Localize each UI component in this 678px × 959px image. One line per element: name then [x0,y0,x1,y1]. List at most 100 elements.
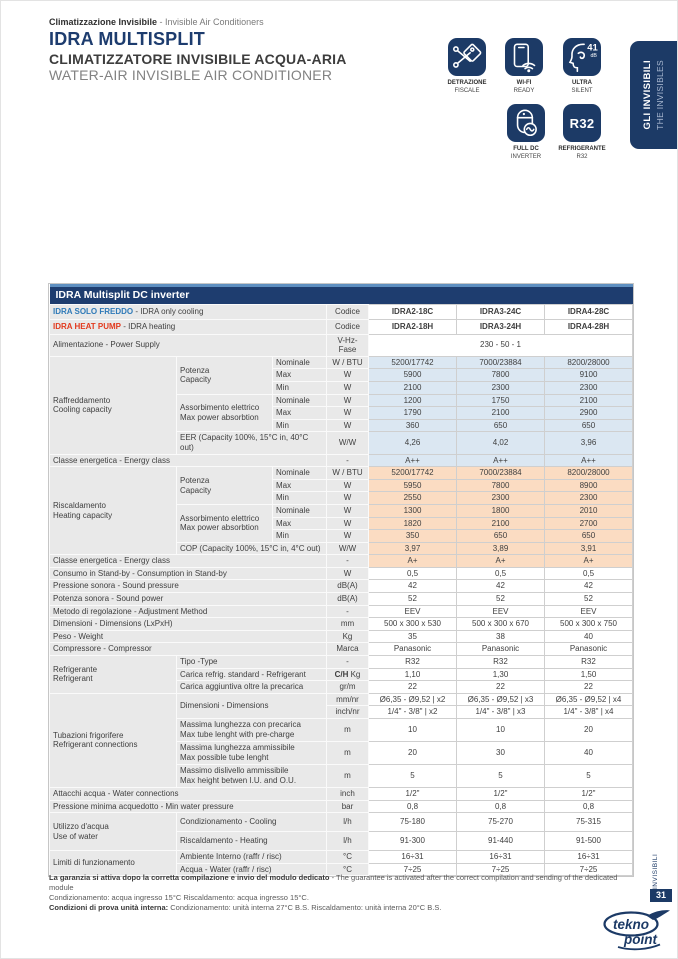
table-cell: 4,02 [456,431,545,455]
table-cell: 360 [368,418,457,433]
full-dc-inverter-icon [516,109,537,137]
badge-label-line1: FULL DC [513,146,539,152]
table-cell: Limiti di funzionamento [49,850,177,877]
table-cell: 16÷31 [368,850,457,864]
table-cell: 0,5 [456,566,545,581]
table-title: IDRA Multisplit DC inverter [49,284,633,305]
table-cell: 1800 [456,503,545,518]
table-cell: 9100 [544,368,633,382]
table-cell: 2100 [368,380,457,395]
table-cell: Min [272,418,327,433]
table-cell: W [326,380,369,395]
table-cell: 650 [544,418,633,433]
wifi-ready-badge [505,38,543,76]
table-row: Assorbimento elettrico Max power absorbti… [50,503,633,543]
table-cell: 3,91 [544,541,633,556]
page-title: IDRA MULTISPLIT [49,29,205,49]
table-cell: W [326,491,369,505]
table-cell: 2100 [456,406,545,420]
table-cell: 2550 [368,491,457,505]
table-cell: 1/4" - 3/8" | x3 [456,705,545,719]
table-cell: 40 [544,629,633,644]
table-cell: 2300 [544,380,633,395]
badge-label-line2: FISCALE [454,88,480,95]
table-row: Dimensioni - Dimensions (LxPxH) mm 500 x 3… [49,617,633,631]
table-cell: 7800 [456,368,545,382]
table-cell: W / BTU [326,466,369,480]
table-cell: Nominale [272,355,327,370]
table-cell: °C [326,862,369,877]
table-cell: 91-300 [368,831,457,852]
table-cell: 1/2" [544,787,633,801]
table-cell: W [326,418,369,433]
table-cell: 40 [544,741,633,765]
ultra-silent-badge: 41 dB [563,38,601,76]
table-cell: Utilizzo d'acqua Use of water [49,812,177,852]
table-row: Compressore - Compressor Marca Panasonic Pa… [49,642,633,657]
table-cell: 0,8 [368,799,457,814]
table-cell: 91-500 [544,831,633,852]
table-cell: R32 [544,655,633,669]
table-cell: EEV [368,604,457,619]
table-cell: 0,5 [544,566,633,581]
table-cell: 2300 [456,380,545,395]
table-cell: 650 [456,418,545,433]
table-cell: Metodo di regolazione - Adjustment Metho… [49,604,327,619]
table-cell: 2300 [456,491,545,505]
table-cell: 75-315 [544,812,633,833]
spec-table: IDRA Multisplit DC inverter IDRA SOLO FR… [49,284,633,877]
table-row: Riscaldamento - Heating l/h 91-300 91-440 91… [50,831,633,852]
table-cell: W/W [326,431,369,455]
table-row: EER (Capacity 100%, 15°C in, 40°C out) W/… [50,431,633,455]
table-cell: IDRA HEAT PUMP - IDRA heating [49,318,327,335]
table-cell: IDRA2-18H [368,318,457,335]
table-row: Alimentazione - Power Supply V-Hz-Fase 230… [49,333,633,357]
table-cell: 52 [456,592,545,606]
side-tab-title: GLI INVISIBILI [642,60,653,130]
table-cell: Nominale [272,393,327,408]
table-row: Max W 1790 2100 2900 [50,406,633,420]
table-cell: 3,96 [544,431,633,455]
table-cell: W [326,406,369,420]
table-cell: 2700 [544,516,633,531]
table-cell: 5 [456,764,545,788]
table-row: IDRA HEAT PUMP - IDRA heating Codice IDRA2… [49,318,633,335]
table-cell: 650 [456,529,545,543]
table-cell: 5 [368,764,457,788]
full-dc-inverter-badge [507,104,545,142]
table-row: Massima lunghezza ammissibile Max possibl… [50,741,633,765]
table-row: Limiti di funzionamento Ambiente Interno … [49,850,633,877]
table-row: Pressione sonora - Sound pressure dB(A) 42… [49,579,633,594]
table-cell: m [326,764,369,788]
table-cell: 1790 [368,406,457,420]
side-tab-subtitle: THE INVISIBLES [655,60,665,130]
table-cell: Max [272,516,327,531]
page-subtitle-it: CLIMATIZZATORE INVISIBILE ACQUA-ARIA [49,51,347,67]
table-cell: 1820 [368,516,457,531]
table-cell: 2100 [456,516,545,531]
table-cell: 2900 [544,406,633,420]
table-cell: EEV [456,604,545,619]
footnote-water-conditions: Condizionamento: acqua ingresso 15°C Ris… [49,893,309,903]
table-cell: Condizionamento - Cooling [176,812,327,833]
table-row: Assorbimento elettrico Max power absorbti… [50,393,633,433]
table-cell: Massima lunghezza ammissibile Max possibl… [176,741,327,765]
table-row: Carica aggiuntiva oltre la precarica gr/m… [50,680,633,694]
table-row: Classe energetica - Energy class - A++ A++ A… [49,453,633,468]
table-cell: Massima lunghezza con precarica Max tube … [176,718,327,742]
db-unit: dB [590,53,597,59]
table-cell: m [326,718,369,742]
table-cell: Max [272,478,327,493]
r32-badge: R32 [563,104,601,142]
table-cell: A++ [544,453,633,468]
table-cell: 230 - 50 - 1 [368,333,633,357]
badge-label-line2: R32 [576,154,588,161]
table-cell: Massimo dislivello ammissibile Max height… [176,764,327,788]
table-cell: bar [326,799,369,814]
table-cell: Dimensioni - Dimensions (LxPxH) [49,617,327,631]
side-tab-invisibles: GLI INVISIBILI THE INVISIBLES [630,41,677,149]
table-cell: 7÷25 [456,862,545,877]
table-cell: 75-180 [368,812,457,833]
table-cell: mm/nr [326,692,369,707]
table-cell: 0,5 [368,566,457,581]
